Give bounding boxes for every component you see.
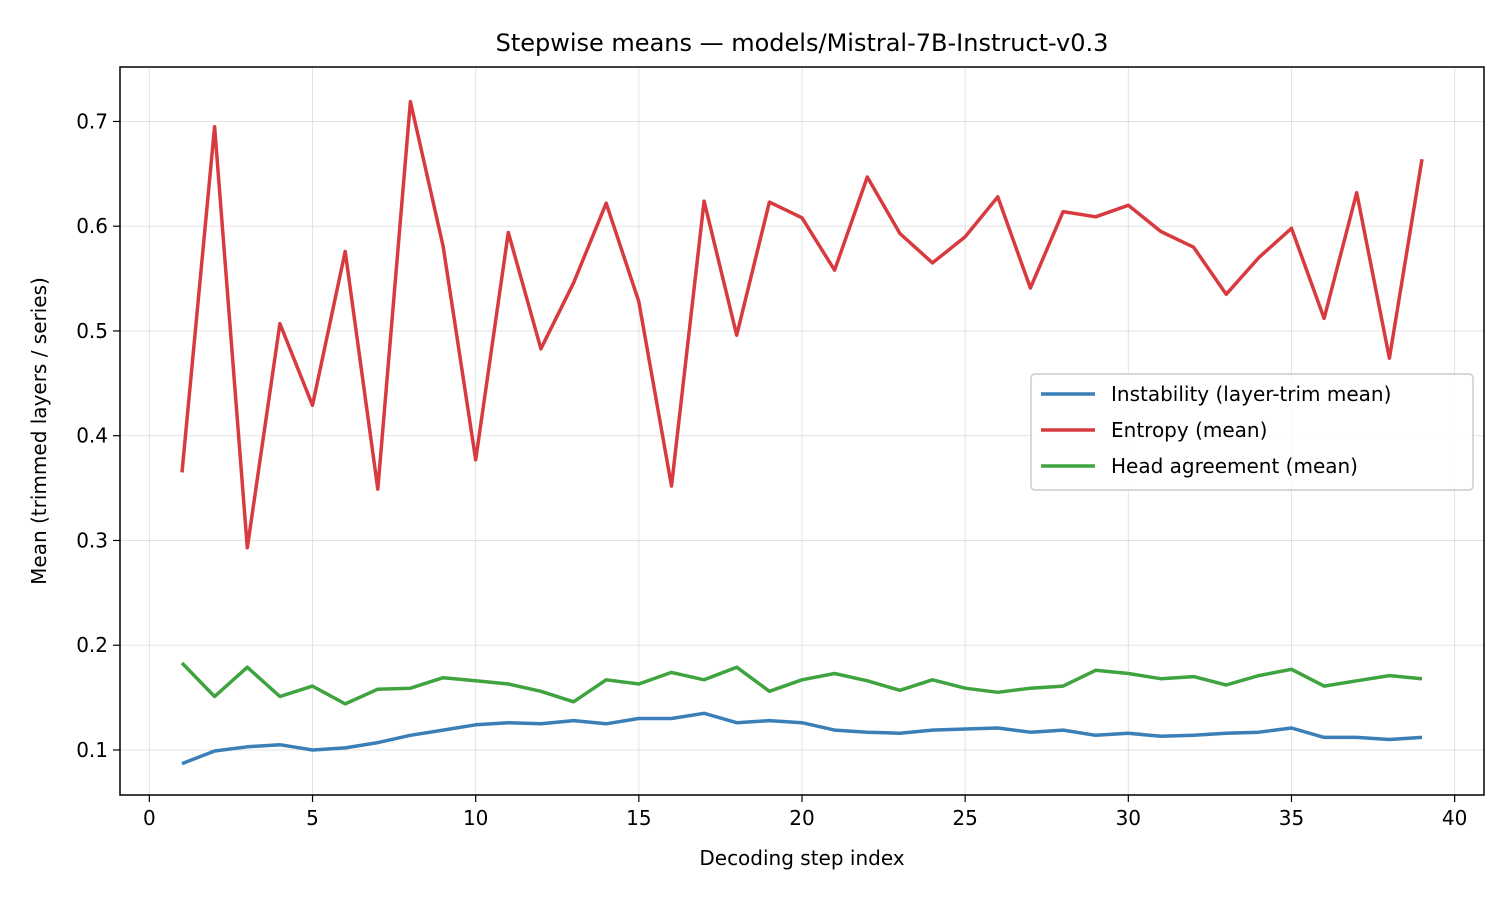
- y-tick-label: 0.5: [76, 319, 108, 343]
- x-tick-label: 20: [789, 806, 814, 830]
- legend-label: Entropy (mean): [1111, 418, 1267, 442]
- y-tick-label: 0.3: [76, 528, 108, 552]
- x-tick-label: 5: [306, 806, 319, 830]
- x-tick-label: 25: [952, 806, 977, 830]
- legend-label: Head agreement (mean): [1111, 454, 1358, 478]
- chart-title: Stepwise means — models/Mistral-7B-Instr…: [496, 29, 1109, 57]
- y-tick-label: 0.2: [76, 633, 108, 657]
- x-tick-label: 30: [1116, 806, 1141, 830]
- y-tick-label: 0.6: [76, 214, 108, 238]
- x-axis-label: Decoding step index: [699, 846, 904, 870]
- legend-label: Instability (layer-trim mean): [1111, 382, 1391, 406]
- series-layer: [180, 99, 1424, 766]
- tick-layer: 0 5 10 15 20 25 30 35 40 0.1 0.2 0.3 0.4 0.5 0.6 0.7: [76, 109, 1467, 830]
- x-tick-label: 35: [1279, 806, 1304, 830]
- y-axis-label: Mean (trimmed layers / series): [27, 277, 51, 585]
- x-tick-label: 40: [1442, 806, 1467, 830]
- x-tick-label: 15: [626, 806, 651, 830]
- legend: Instability (layer-trim mean) Entropy (me…: [1030, 373, 1474, 491]
- legend-box: [1030, 373, 1474, 491]
- series-line-head-agreement-mean: [180, 661, 1423, 706]
- y-tick-label: 0.4: [76, 424, 108, 448]
- x-tick-label: 0: [143, 806, 156, 830]
- y-tick-label: 0.1: [76, 738, 108, 762]
- series-line-instability-layer-trim-mean: [181, 711, 1423, 766]
- series-line-entropy-mean: [180, 99, 1424, 550]
- grid-layer: [120, 67, 1484, 795]
- x-tick-label: 10: [463, 806, 488, 830]
- y-tick-label: 0.7: [76, 109, 108, 133]
